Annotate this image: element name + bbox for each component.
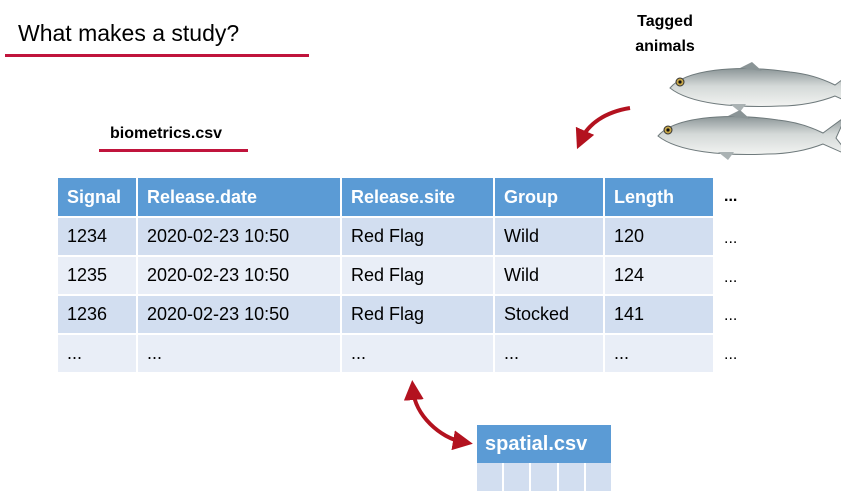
biometrics-table: Signal Release.date Release.site Group L… [58, 178, 715, 374]
cell-release-site: Red Flag [341, 256, 495, 296]
cell-signal: 1234 [58, 217, 138, 257]
spatial-cell [585, 463, 612, 491]
cell-release-date: 2020-02-23 10:50 [137, 295, 342, 335]
cell-release-date: ... [137, 334, 342, 374]
spatial-table: spatial.csv [477, 425, 612, 491]
spatial-cell [558, 463, 586, 491]
cell-group: Wild [494, 256, 605, 296]
header-length: Length [604, 178, 715, 218]
cell-signal: ... [58, 334, 138, 374]
header-signal: Signal [58, 178, 138, 218]
fish-icon [657, 110, 841, 160]
spatial-row [477, 463, 612, 491]
cell-group: Stocked [494, 295, 605, 335]
slide-title: What makes a study? [18, 20, 240, 46]
title-underline [5, 54, 309, 57]
spatial-cell [531, 463, 559, 491]
arrow-fish-to-table [575, 106, 631, 150]
more-columns-ellipsis: ... [724, 188, 738, 205]
table-row: 1236 2020-02-23 10:50 Red Flag Stocked 1… [58, 295, 715, 335]
table-header-row: Signal Release.date Release.site Group L… [58, 178, 715, 218]
cell-group: ... [494, 334, 605, 374]
more-cells-ellipsis: ... [724, 269, 738, 286]
cell-release-date: 2020-02-23 10:50 [137, 217, 342, 257]
biometrics-underline [99, 149, 248, 152]
cell-length: ... [604, 334, 715, 374]
arrow-table-spatial [403, 380, 473, 451]
cell-group: Wild [494, 217, 605, 257]
header-group: Group [494, 178, 605, 218]
more-cells-ellipsis: ... [724, 346, 738, 363]
cell-release-site: Red Flag [341, 217, 495, 257]
more-cells-ellipsis: ... [724, 307, 738, 324]
cell-release-date: 2020-02-23 10:50 [137, 256, 342, 296]
more-cells-ellipsis: ... [724, 230, 738, 247]
spatial-cell [504, 463, 532, 491]
spatial-filename: spatial.csv [477, 425, 611, 463]
cell-length: 124 [604, 256, 715, 296]
cell-length: 141 [604, 295, 715, 335]
cell-release-site: ... [341, 334, 495, 374]
cell-release-site: Red Flag [341, 295, 495, 335]
header-release-date: Release.date [137, 178, 342, 218]
cell-length: 120 [604, 217, 715, 257]
table-row: ... ... ... ... ... [58, 334, 715, 374]
header-release-site: Release.site [341, 178, 495, 218]
spatial-cell [477, 463, 505, 491]
biometrics-filename: biometrics.csv [110, 125, 223, 142]
cell-signal: 1236 [58, 295, 138, 335]
tagged-line1: Tagged [637, 13, 693, 30]
fish-icon [669, 62, 841, 112]
table-row: 1234 2020-02-23 10:50 Red Flag Wild 120 [58, 217, 715, 257]
cell-signal: 1235 [58, 256, 138, 296]
tagged-animals-label: Tagged animals [600, 9, 730, 59]
tagged-line2: animals [635, 38, 695, 55]
table-row: 1235 2020-02-23 10:50 Red Flag Wild 124 [58, 256, 715, 296]
